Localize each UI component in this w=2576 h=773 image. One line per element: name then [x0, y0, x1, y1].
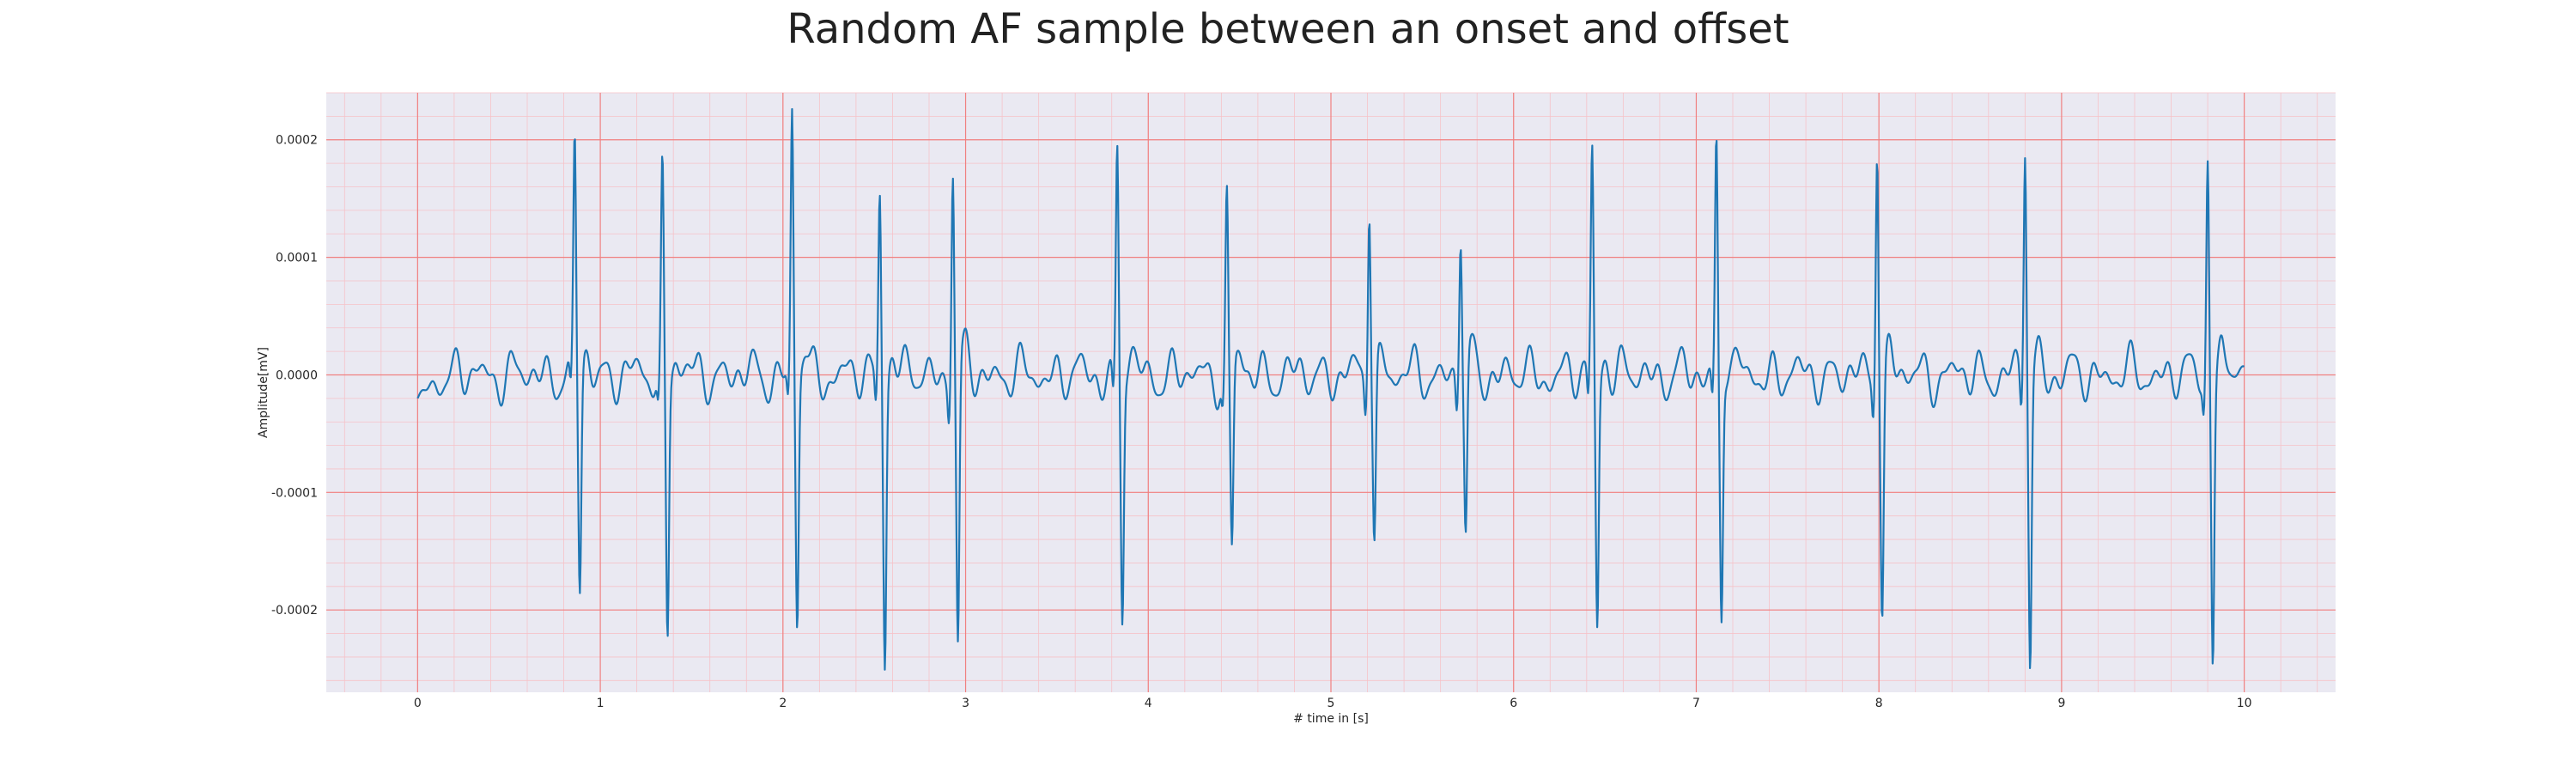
- y-tick-label: -0.0002: [271, 604, 318, 618]
- x-tick-label: 6: [1510, 697, 1517, 710]
- x-tick-label: 4: [1145, 697, 1152, 710]
- x-tick-label: 1: [597, 697, 605, 710]
- x-tick-label: 10: [2237, 697, 2252, 710]
- x-tick-label: 2: [779, 697, 787, 710]
- ecg-series-line: [416, 107, 2245, 671]
- x-tick-label: 9: [2057, 697, 2065, 710]
- x-axis-label: # time in [s]: [1293, 712, 1369, 726]
- x-axis-ticks: 0 1 2 3 4 5 6 7 8 9 10: [414, 697, 2252, 710]
- y-tick-label: -0.0001: [271, 486, 318, 500]
- y-tick-label: 0.0000: [276, 368, 318, 382]
- chart-title: Random AF sample between an onset and of…: [787, 5, 1789, 53]
- y-axis-label: Amplitude[mV]: [257, 347, 270, 438]
- x-tick-label: 8: [1875, 697, 1883, 710]
- y-axis-ticks: 0.0002 0.0001 0.0000 -0.0001 -0.0002: [271, 134, 318, 618]
- x-tick-label: 3: [962, 697, 969, 710]
- y-tick-label: 0.0002: [276, 134, 318, 148]
- y-tick-label: 0.0001: [276, 252, 318, 265]
- series-layer: [416, 107, 2245, 671]
- x-tick-label: 5: [1327, 697, 1335, 710]
- x-tick-label: 7: [1692, 697, 1700, 710]
- x-tick-label: 0: [414, 697, 422, 710]
